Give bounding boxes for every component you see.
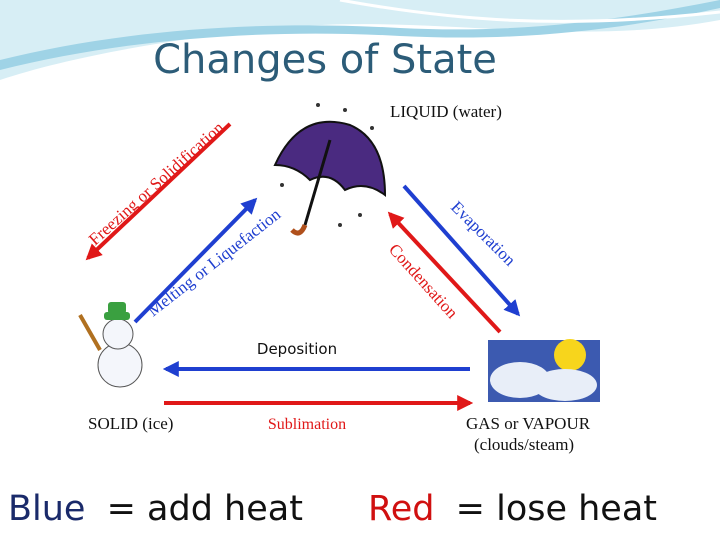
weather-icon <box>488 339 600 402</box>
title: Changes of State <box>153 37 497 83</box>
liquid-label: LIQUID (water) <box>390 102 502 121</box>
snowman-icon <box>78 302 143 388</box>
header-decoration <box>0 0 720 80</box>
sublimation-label: Sublimation <box>268 416 346 433</box>
legend-blue: Blue = add heat <box>8 489 303 529</box>
deposition-box <box>252 336 370 360</box>
freezing-arrow <box>85 122 232 261</box>
gas-note: (clouds/steam) <box>474 435 574 454</box>
solid-label: SOLID (ice) <box>88 414 173 433</box>
condensation-arrow <box>387 211 502 334</box>
deposition-label: Deposition <box>257 340 337 358</box>
evaporation-label: Evaporation <box>447 197 520 270</box>
legend-blue-text: = add heat <box>107 489 303 529</box>
gas-label: GAS or VAPOUR <box>466 414 591 433</box>
evaporation-arrow <box>402 184 521 317</box>
legend-red-text: = lose heat <box>456 489 657 529</box>
legend-blue-word: Blue <box>8 489 85 529</box>
melting-arrow <box>133 197 258 324</box>
legend-red: Red = lose heat <box>368 489 657 529</box>
melting-label: Melting or Liquefaction <box>144 204 285 320</box>
legend-red-word: Red <box>368 489 435 529</box>
freezing-label: Freezing or Solidification <box>85 118 228 249</box>
umbrella-icon <box>273 103 387 236</box>
